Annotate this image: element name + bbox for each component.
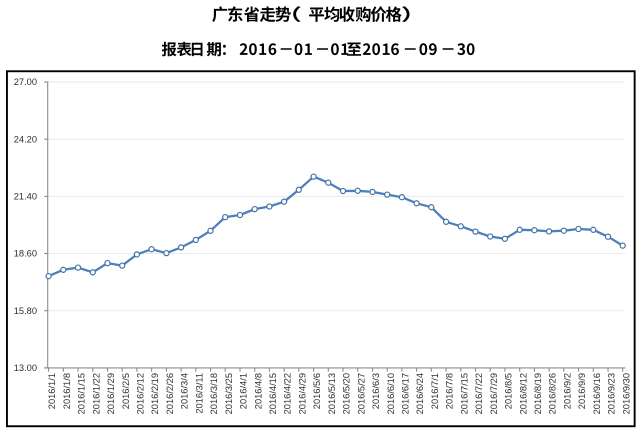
svg-text:2016/1/15: 2016/1/15 [77, 373, 87, 414]
svg-text:2016/4/1: 2016/4/1 [239, 373, 249, 409]
svg-text:15.80: 15.80 [14, 306, 37, 316]
svg-text:2016/9/2: 2016/9/2 [562, 373, 572, 409]
svg-text:2016/5/6: 2016/5/6 [312, 373, 322, 409]
svg-text:2016/3/18: 2016/3/18 [209, 373, 219, 414]
svg-text:2016/1/1: 2016/1/1 [47, 373, 57, 409]
svg-text:2016/2/19: 2016/2/19 [150, 373, 160, 414]
svg-text:2016/7/22: 2016/7/22 [474, 373, 484, 414]
svg-text:2016/6/3: 2016/6/3 [371, 373, 381, 409]
svg-text:2016/8/12: 2016/8/12 [518, 373, 528, 414]
svg-text:2016/1/22: 2016/1/22 [91, 373, 101, 414]
svg-text:13.00: 13.00 [14, 363, 37, 373]
svg-text:2016/2/12: 2016/2/12 [136, 373, 146, 414]
svg-text:2016/5/27: 2016/5/27 [356, 373, 366, 414]
svg-text:2016/9/9: 2016/9/9 [577, 373, 587, 409]
svg-text:24.20: 24.20 [14, 134, 37, 144]
svg-text:2016/8/26: 2016/8/26 [548, 373, 558, 414]
svg-text:2016/3/4: 2016/3/4 [180, 373, 190, 409]
svg-text:2016/6/24: 2016/6/24 [415, 373, 425, 414]
svg-text:2016/4/15: 2016/4/15 [268, 373, 278, 414]
svg-text:2016/9/30: 2016/9/30 [621, 373, 631, 414]
svg-text:2016/8/19: 2016/8/19 [533, 373, 543, 414]
svg-text:2016/1/8: 2016/1/8 [62, 373, 72, 409]
svg-text:2016/7/15: 2016/7/15 [459, 373, 469, 414]
svg-text:2016/4/29: 2016/4/29 [297, 373, 307, 414]
svg-text:2016/7/8: 2016/7/8 [445, 373, 455, 409]
svg-text:2016/2/5: 2016/2/5 [121, 373, 131, 409]
svg-text:2016/9/23: 2016/9/23 [607, 373, 617, 414]
svg-text:2016/6/17: 2016/6/17 [401, 373, 411, 414]
svg-text:21.40: 21.40 [14, 192, 37, 202]
svg-text:2016/5/13: 2016/5/13 [327, 373, 337, 414]
svg-text:2016/7/29: 2016/7/29 [489, 373, 499, 414]
svg-text:2016/9/16: 2016/9/16 [592, 373, 602, 414]
svg-text:2016/3/11: 2016/3/11 [194, 373, 204, 414]
svg-text:2016/2/26: 2016/2/26 [165, 373, 175, 414]
svg-text:2016/1/29: 2016/1/29 [106, 373, 116, 414]
svg-text:18.60: 18.60 [14, 249, 37, 259]
svg-text:2016/6/10: 2016/6/10 [386, 373, 396, 414]
svg-text:2016/4/8: 2016/4/8 [253, 373, 263, 409]
svg-text:2016/3/25: 2016/3/25 [224, 373, 234, 414]
svg-text:2016/4/22: 2016/4/22 [283, 373, 293, 414]
svg-text:2016/5/20: 2016/5/20 [342, 373, 352, 414]
svg-text:2016/8/5: 2016/8/5 [504, 373, 514, 409]
svg-text:2016/7/1: 2016/7/1 [430, 373, 440, 409]
svg-text:27.00: 27.00 [14, 77, 37, 87]
